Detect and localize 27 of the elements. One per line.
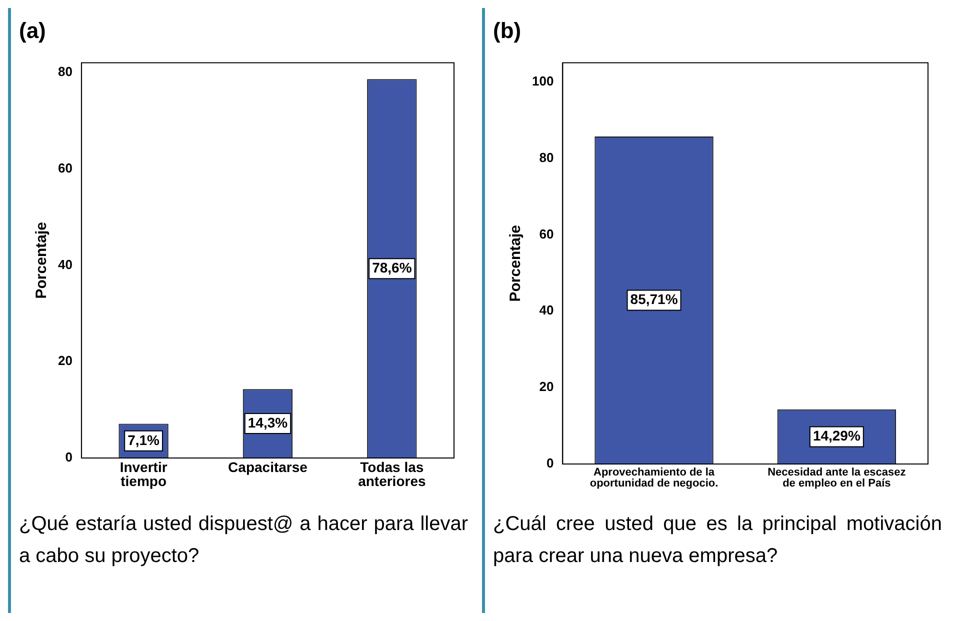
x-tick-label: Necesidad ante la escasez de empleo en el País <box>768 466 906 490</box>
data-label: 7,1% <box>128 432 160 448</box>
x-tick-label: Invertir tiempo <box>120 458 168 489</box>
data-label: 85,71% <box>630 291 678 308</box>
y-axis-title: Porcentaje <box>507 225 524 302</box>
text: ¿Cuál cree usted que es la principal motivación para crear una nueva empresa? <box>493 512 943 569</box>
text: ¿Qué estaría usted dispuest@ a hacer para llevar a cabo su proyecto? <box>19 512 469 569</box>
chart-title: (b) <box>493 17 522 45</box>
y-tick-label: 20 <box>58 353 72 368</box>
data-label: 14,3% <box>248 414 288 430</box>
y-tick-label: 100 <box>532 73 554 88</box>
data-label: 78,6% <box>372 259 412 276</box>
y-tick-label: 20 <box>539 379 554 394</box>
y-tick-label: 40 <box>58 256 72 272</box>
x-tick-label: Aprovechamiento de la oportunidad de negocio. <box>590 466 718 490</box>
y-tick-label: 40 <box>539 302 554 318</box>
y-tick-label: 60 <box>58 160 72 176</box>
x-tick-label: Todas las anteriores <box>358 458 426 489</box>
y-tick-label: 80 <box>539 150 554 165</box>
y-tick-label: 60 <box>539 226 554 242</box>
y-tick-label: 0 <box>546 456 554 471</box>
data-label: 14,29% <box>812 428 861 444</box>
x-tick-label: Capacitarse <box>228 458 308 475</box>
y-axis-title: Porcentaje <box>33 222 50 299</box>
y-tick-label: 80 <box>58 64 72 80</box>
y-tick-label: 0 <box>65 450 72 465</box>
chart-title: (a) <box>19 17 47 45</box>
